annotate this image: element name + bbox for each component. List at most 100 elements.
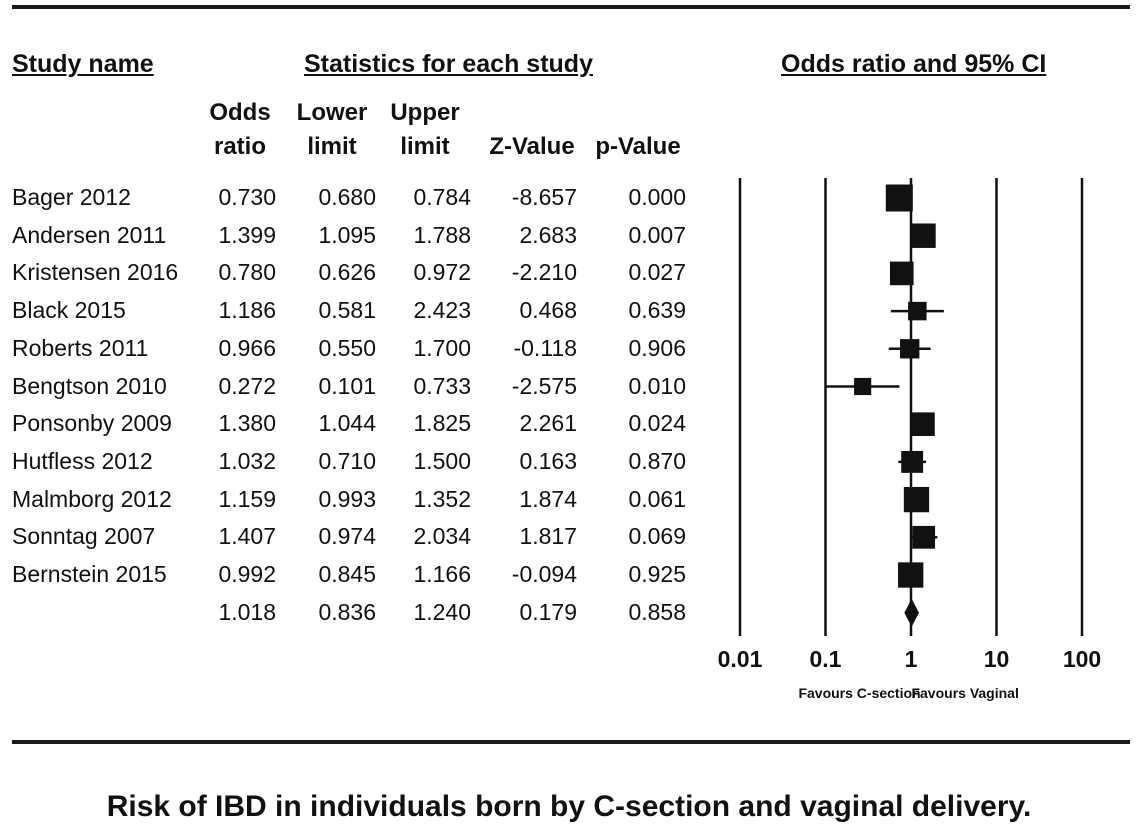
col-header-upper-limit: Upper limit xyxy=(385,96,465,164)
summary-cell-upper: 1.240 xyxy=(413,598,471,625)
cell-p: 0.010 xyxy=(628,372,686,399)
cell-or: 1.186 xyxy=(218,297,276,324)
study-name-header: Study name xyxy=(12,50,154,78)
top-rule xyxy=(12,5,1130,9)
col-header-p-value-line2: p-Value xyxy=(595,133,681,160)
cell-z: 1.874 xyxy=(519,485,577,512)
cell-upper: 1.166 xyxy=(413,561,471,587)
summary-diamond xyxy=(904,598,919,627)
cell-lower: 0.845 xyxy=(318,561,376,587)
favours-vaginal-label: Favours Vaginal xyxy=(911,685,1018,701)
summary-cell-p: 0.858 xyxy=(628,598,686,625)
study-name: Kristensen 2016 xyxy=(12,259,179,286)
bottom-rule xyxy=(12,740,1130,744)
col-header-z-value-line2: Z-Value xyxy=(489,133,575,160)
study-name: Bager 2012 xyxy=(12,184,131,210)
cell-or: 0.992 xyxy=(218,561,276,587)
col-header-upper-limit-line2: limit xyxy=(400,133,450,160)
cell-z: -8.657 xyxy=(511,184,577,210)
effect-marker xyxy=(854,377,872,396)
col-header-odds-ratio-line1: Odds xyxy=(209,99,271,126)
cell-upper: 1.352 xyxy=(413,485,471,512)
col-header-upper-limit-line1: Upper xyxy=(390,99,460,126)
cell-lower: 0.101 xyxy=(318,372,376,399)
col-header-p-value: p-Value xyxy=(588,96,688,164)
favours-c-section-label: Favours C-section xyxy=(798,685,920,701)
cell-upper: 2.423 xyxy=(413,297,471,324)
cell-or: 1.380 xyxy=(218,410,276,437)
x-tick-label: 0.1 xyxy=(810,646,842,672)
cell-upper: 2.034 xyxy=(413,523,471,550)
cell-z: -2.575 xyxy=(511,372,577,399)
x-tick-label: 0.01 xyxy=(718,646,763,672)
cell-p: 0.906 xyxy=(628,334,686,361)
effect-marker xyxy=(900,339,920,359)
cell-z: -0.094 xyxy=(511,561,577,587)
statistics-header: Statistics for each study xyxy=(304,50,593,78)
cell-z: 1.817 xyxy=(519,523,577,550)
cell-upper: 0.972 xyxy=(413,259,471,286)
cell-upper: 0.784 xyxy=(413,184,471,210)
col-header-lower-limit: Lower limit xyxy=(292,96,372,164)
study-name: Black 2015 xyxy=(12,297,126,324)
cell-p: 0.024 xyxy=(628,410,686,437)
study-name: Bengtson 2010 xyxy=(12,372,167,399)
cell-z: 2.683 xyxy=(519,221,577,248)
cell-p: 0.870 xyxy=(628,447,686,474)
cell-upper: 1.825 xyxy=(413,410,471,437)
cell-p: 0.007 xyxy=(628,221,686,248)
cell-lower: 0.993 xyxy=(318,485,376,512)
study-name: Roberts 2011 xyxy=(12,334,149,361)
cell-upper: 1.788 xyxy=(413,221,471,248)
col-header-odds-ratio-line2: ratio xyxy=(213,133,266,160)
study-name: Hutfless 2012 xyxy=(12,447,153,474)
cell-or: 0.272 xyxy=(218,372,276,399)
effect-marker xyxy=(908,301,927,321)
summary-cell-or: 1.018 xyxy=(218,598,276,625)
effect-marker xyxy=(885,184,913,212)
figure-caption: Risk of IBD in individuals born by C-sec… xyxy=(106,790,1032,823)
cell-or: 1.407 xyxy=(218,523,276,550)
cell-z: -0.118 xyxy=(513,334,577,361)
effect-marker xyxy=(903,486,930,513)
cell-lower: 0.626 xyxy=(318,259,376,286)
effect-marker xyxy=(911,412,935,436)
cell-or: 0.966 xyxy=(218,334,276,361)
cell-lower: 1.044 xyxy=(318,410,376,437)
cell-or: 0.730 xyxy=(218,184,276,210)
cell-z: -2.210 xyxy=(511,259,577,286)
effect-marker xyxy=(898,562,924,588)
cell-upper: 1.500 xyxy=(413,447,471,474)
study-name: Malmborg 2012 xyxy=(12,485,172,512)
cell-p: 0.925 xyxy=(628,561,686,587)
cell-p: 0.069 xyxy=(628,523,686,550)
effect-marker xyxy=(912,525,936,549)
cell-z: 2.261 xyxy=(519,410,577,437)
col-header-odds-ratio: Odds ratio xyxy=(200,96,280,164)
cell-z: 0.163 xyxy=(519,447,577,474)
cell-z: 0.468 xyxy=(519,297,577,324)
study-name: Sonntag 2007 xyxy=(12,523,156,550)
col-header-lower-limit-line1: Lower xyxy=(296,99,368,126)
study-name: Bernstein 2015 xyxy=(12,561,167,587)
cell-lower: 1.095 xyxy=(318,221,376,248)
cell-upper: 0.733 xyxy=(413,372,471,399)
cell-p: 0.639 xyxy=(628,297,686,324)
cell-or: 1.159 xyxy=(218,485,276,512)
cell-lower: 0.550 xyxy=(318,334,376,361)
odds-ratio-ci-header: Odds ratio and 95% CI xyxy=(781,50,1047,78)
summary-cell-lower: 0.836 xyxy=(318,598,376,625)
col-header-z-value: Z-Value xyxy=(482,96,582,164)
cell-upper: 1.700 xyxy=(413,334,471,361)
study-name: Andersen 2011 xyxy=(12,221,167,248)
col-header-lower-limit-line2: limit xyxy=(307,133,357,160)
summary-cell-z: 0.179 xyxy=(519,598,577,625)
effect-marker xyxy=(911,223,936,248)
cell-lower: 0.581 xyxy=(318,297,376,324)
effect-marker xyxy=(889,261,914,286)
cell-lower: 0.680 xyxy=(318,184,376,210)
study-name: Ponsonby 2009 xyxy=(12,410,172,437)
x-tick-label: 100 xyxy=(1063,646,1101,672)
x-tick-label: 1 xyxy=(905,646,918,672)
